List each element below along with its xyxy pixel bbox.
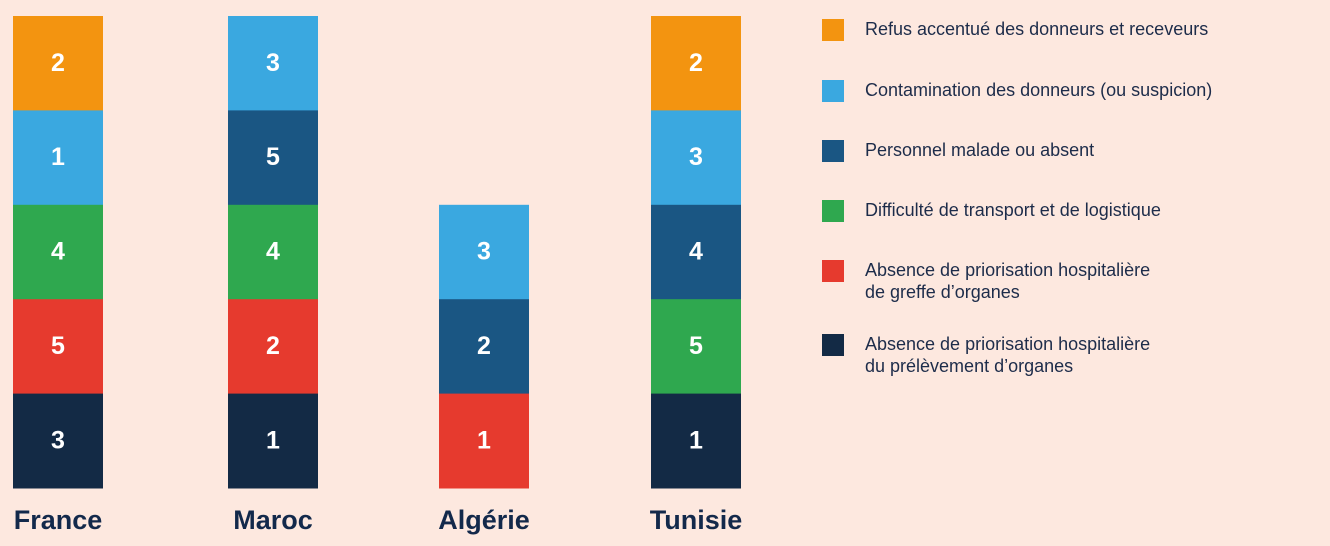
legend-swatch — [822, 140, 844, 162]
segment-rank: 2 — [51, 49, 65, 77]
segment-rank: 4 — [51, 238, 65, 266]
legend-text: Personnel malade ou absent — [865, 140, 1094, 160]
segment-rank: 2 — [689, 49, 703, 77]
segment-rank: 3 — [477, 238, 491, 266]
segment — [228, 16, 318, 111]
legend-swatch — [822, 80, 844, 102]
segment — [228, 110, 318, 206]
segment — [651, 299, 741, 395]
legend-text: de greffe d’organes — [865, 282, 1020, 302]
legend-text: Difficulté de transport et de logistique — [865, 200, 1161, 220]
segment — [228, 393, 318, 489]
legend-swatch — [822, 334, 844, 356]
segment-rank: 5 — [689, 332, 703, 360]
country-label: Tunisie — [650, 505, 743, 535]
segment-rank: 3 — [51, 426, 65, 454]
segment-rank: 1 — [689, 426, 703, 454]
segment-rank: 2 — [266, 332, 280, 360]
segment — [651, 204, 741, 300]
legend-swatch — [822, 19, 844, 41]
segment — [228, 299, 318, 395]
segment-rank: 1 — [477, 426, 491, 454]
segment — [13, 204, 103, 300]
segment-rank: 4 — [266, 238, 280, 266]
legend-text: Contamination des donneurs (ou suspicion… — [865, 80, 1212, 100]
segment — [439, 204, 529, 300]
segment-rank: 3 — [266, 49, 280, 77]
segment — [13, 16, 103, 111]
segment-rank: 5 — [51, 332, 65, 360]
legend-text: Absence de priorisation hospitalière — [865, 260, 1150, 280]
segment — [439, 393, 529, 489]
segment — [651, 393, 741, 489]
segment — [13, 110, 103, 206]
segment — [651, 110, 741, 206]
segment-rank: 5 — [266, 143, 280, 171]
country-label: France — [14, 505, 103, 535]
legend-swatch — [822, 260, 844, 282]
legend-text: Absence de priorisation hospitalière — [865, 334, 1150, 354]
segment-rank: 1 — [51, 143, 65, 171]
segment — [439, 299, 529, 395]
legend-text: du prélèvement d’organes — [865, 356, 1073, 376]
segment-rank: 2 — [477, 332, 491, 360]
segment-rank: 4 — [689, 238, 703, 266]
segment-rank: 3 — [689, 143, 703, 171]
legend-text: Refus accentué des donneurs et receveurs — [865, 19, 1208, 39]
country-label: Algérie — [438, 505, 530, 535]
segment-rank: 1 — [266, 426, 280, 454]
legend-swatch — [822, 200, 844, 222]
segment — [13, 393, 103, 489]
country-label: Maroc — [233, 505, 313, 535]
segment — [228, 204, 318, 300]
segment — [13, 299, 103, 395]
segment — [651, 16, 741, 111]
